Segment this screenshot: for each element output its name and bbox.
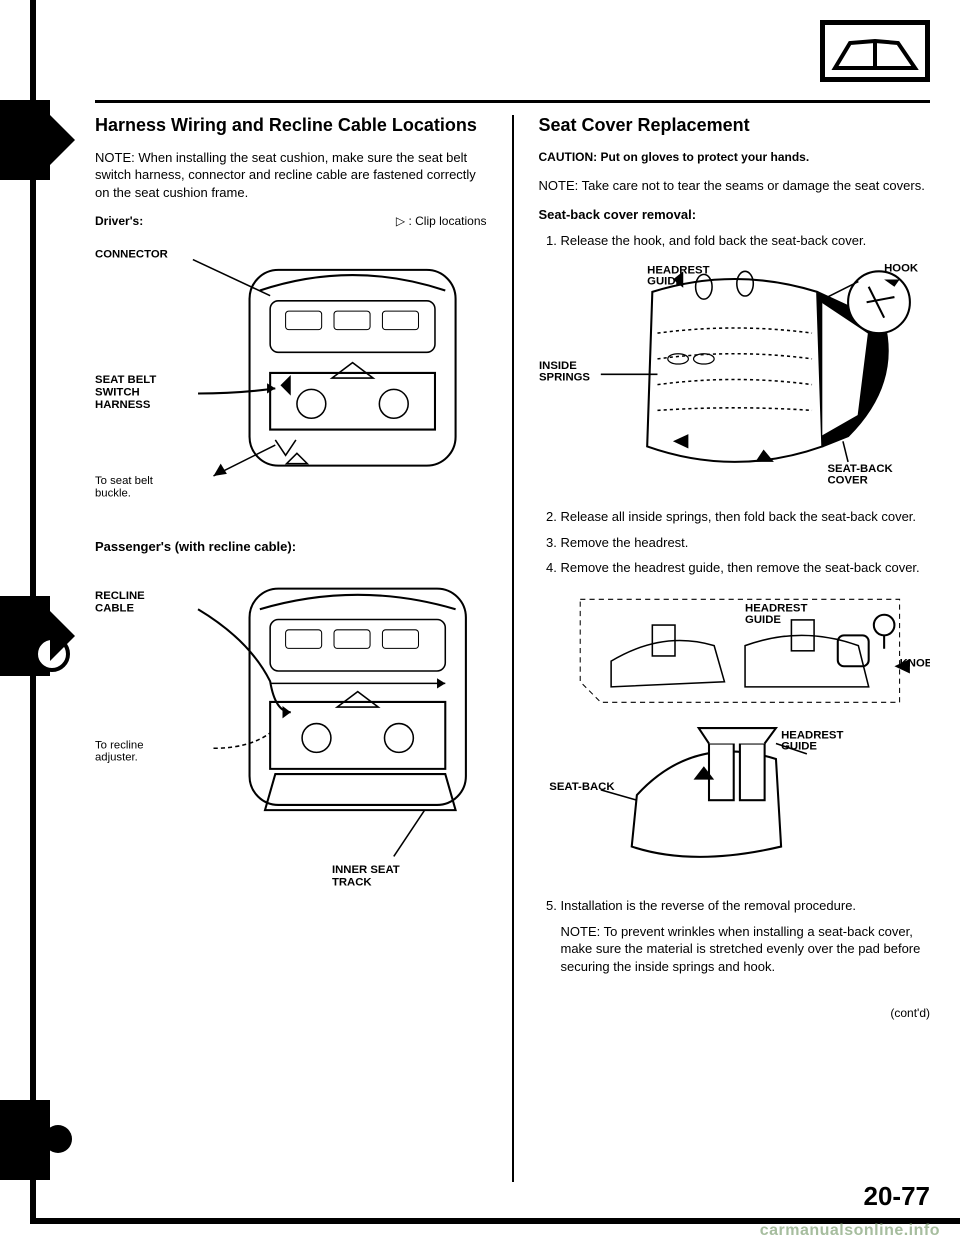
hook-label: HOOK [884,263,919,275]
procedure-list-3: Installation is the reverse of the remov… [539,897,931,975]
page-number: 20-77 [864,1181,931,1212]
drivers-label: Driver's: [95,213,143,229]
procedure-list-2: Release all inside springs, then fold ba… [539,508,931,577]
drivers-seat-diagram: CONNECTOR SEAT BELT SWITCH HARNESS To se… [95,239,487,517]
binder-notch-bot [0,1100,50,1180]
step-5: Installation is the reverse of the remov… [561,897,931,975]
passengers-seat-diagram: RECLINE CABLE To recline adjuster. INNER… [95,568,487,898]
drivers-label-line: Driver's: ▷ : Clip locations [95,213,487,229]
connector-label: CONNECTOR [95,249,168,261]
caution: CAUTION: Put on gloves to protect your h… [539,149,931,165]
recline-cable-label: RECLINE CABLE [95,590,148,614]
binder-notch-mid [0,596,50,676]
inside-springs-label: INSIDE SPRINGS [539,361,590,384]
right-note: NOTE: Take care not to tear the seams or… [539,177,931,195]
watermark: carmanualsonline.info [760,1222,940,1240]
content-columns: Harness Wiring and Recline Cable Locatio… [95,115,930,1182]
left-heading: Harness Wiring and Recline Cable Locatio… [95,115,487,137]
step-4: Remove the headrest guide, then remove t… [561,559,931,577]
right-column: Seat Cover Replacement CAUTION: Put on g… [539,115,931,1182]
seat-back-label: SEAT-BACK [549,781,615,793]
to-seat-belt-buckle-label: To seat belt buckle. [95,476,156,500]
column-divider [512,115,514,1182]
binder-notch-top [0,100,50,180]
right-heading: Seat Cover Replacement [539,115,931,137]
header-divider [95,100,930,103]
procedure-list: Release the hook, and fold back the seat… [539,232,931,250]
passengers-label: Passenger's (with recline cable): [95,538,487,556]
inner-seat-track-label: INNER SEAT TRACK [332,864,403,888]
headrest-guide-label-2: HEADREST GUIDE [745,602,810,625]
headrest-guide-diagram: HEADREST GUIDE KNOB SEAT-BACK HEAD [539,589,931,877]
page: Harness Wiring and Recline Cable Locatio… [0,0,960,1242]
step-5-note: NOTE: To prevent wrinkles when installin… [561,923,931,976]
seat-back-cover-label: SEAT-BACK COVER [827,464,895,487]
step-5-text: Installation is the reverse of the remov… [561,898,857,913]
left-note: NOTE: When installing the seat cushion, … [95,149,487,202]
contd-label: (cont'd) [539,1005,931,1021]
knob-label: KNOB [899,657,930,669]
seatbelt-switch-harness-label: SEAT BELT SWITCH HARNESS [95,375,159,412]
headrest-guide-label-3: HEADREST GUIDE [781,729,846,752]
step-2: Release all inside springs, then fold ba… [561,508,931,526]
left-column: Harness Wiring and Recline Cable Locatio… [95,115,487,1182]
step-1: Release the hook, and fold back the seat… [561,232,931,250]
seat-back-cover-removal-heading: Seat-back cover removal: [539,206,931,224]
seat-back-cover-diagram: HEADREST GUIDE HOOK INSIDE SPRINGS SEAT-… [539,261,931,488]
step-3: Remove the headrest. [561,534,931,552]
clip-locations-label: ▷ : Clip locations [396,213,487,229]
seat-section-icon [820,20,930,82]
to-recline-adjuster-label: To recline adjuster. [95,739,147,763]
headrest-guide-label-1: HEADREST GUIDE [647,265,712,288]
